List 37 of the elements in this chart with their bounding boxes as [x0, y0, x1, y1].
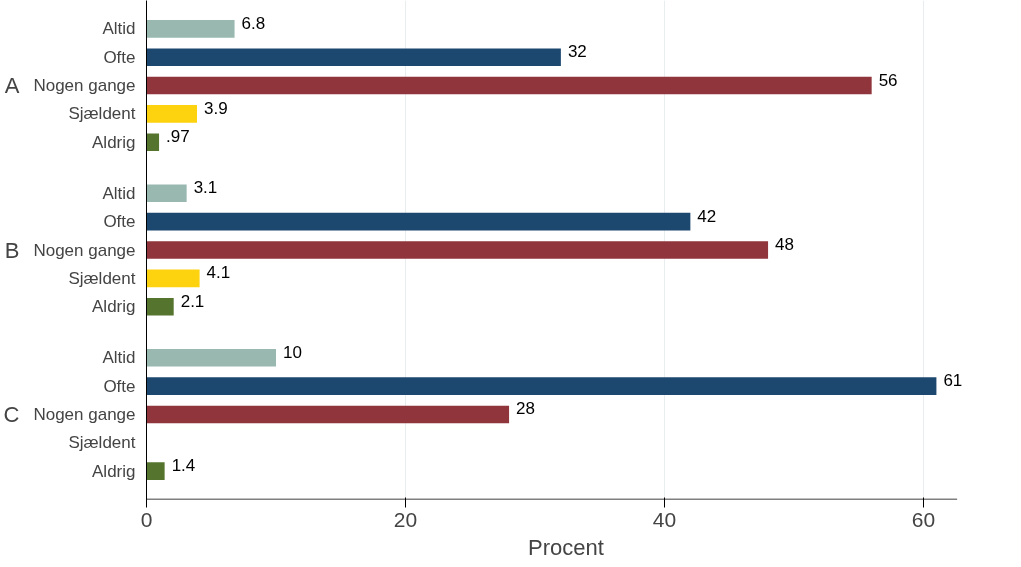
y-tick-label: Ofte [103, 47, 136, 67]
data-label: 1.4 [171, 456, 196, 476]
y-tick-label: Altid [102, 348, 136, 368]
data-label: 10 [282, 342, 302, 362]
y-tick-label: Sjældent [68, 433, 136, 453]
y-tick-label: Nogen gange [33, 240, 136, 260]
data-label: 3.1 [193, 178, 218, 198]
data-label: 3.9 [204, 98, 228, 118]
y-tick-label: Aldrig [92, 461, 136, 481]
y-tick-label: Aldrig [92, 297, 136, 317]
text: B [4, 237, 20, 263]
y-tick-label: Sjældent [68, 104, 136, 124]
y-tick-label: Nogen gange [33, 76, 136, 96]
data-label: 32 [567, 42, 587, 62]
x-tick-label: 0 [140, 507, 153, 531]
data-label: 2.1 [180, 291, 205, 311]
data-label: 4.1 [206, 263, 231, 283]
x-axis-title: Procent [528, 534, 604, 560]
y-tick-label: Altid [102, 183, 136, 203]
y-tick-label: Aldrig [92, 132, 136, 152]
y-tick-label: Altid [102, 19, 136, 39]
y-tick-label: Sjældent [68, 268, 136, 288]
data-label: .97 [166, 127, 190, 147]
data-label: 6.8 [241, 13, 266, 33]
x-tick-label: 20 [393, 507, 418, 531]
data-label: 42 [697, 206, 717, 226]
text: A [4, 73, 20, 99]
y-tick-label: Nogen gange [33, 404, 136, 424]
data-label: 28 [516, 399, 535, 419]
x-tick-label: 60 [911, 507, 936, 531]
y-tick-label: Ofte [103, 212, 136, 232]
data-label: 48 [775, 235, 794, 254]
x-tick-label: 40 [652, 507, 677, 531]
y-tick-label: Ofte [103, 376, 136, 396]
data-label: 56 [878, 70, 898, 90]
text: C [3, 401, 20, 427]
data-label: 61 [943, 371, 963, 391]
